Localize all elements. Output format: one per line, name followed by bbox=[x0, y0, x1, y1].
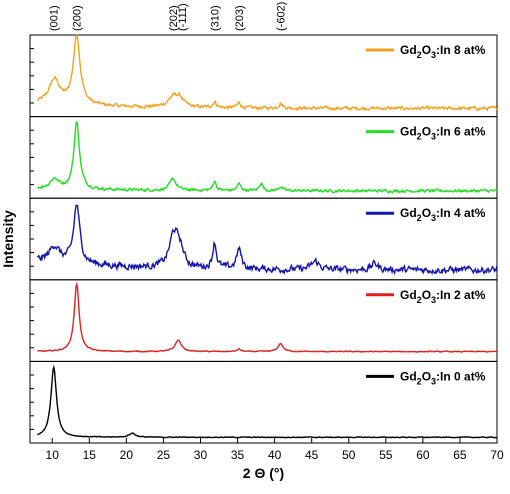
legend-entry: Gd2O3:In 2 at% bbox=[366, 288, 486, 305]
x-tick-label: 20 bbox=[120, 448, 134, 462]
series-line bbox=[37, 121, 498, 194]
x-tick-label: 45 bbox=[305, 448, 319, 462]
legend-label: Gd2O3:In 2 at% bbox=[400, 288, 486, 305]
legend-entry: Gd2O3:In 0 at% bbox=[366, 369, 486, 386]
peak-label: (203) bbox=[234, 5, 246, 31]
series-line bbox=[37, 281, 497, 353]
x-tick-label: 10 bbox=[46, 448, 60, 462]
x-tick-label: 55 bbox=[379, 448, 393, 462]
x-tick-label: 25 bbox=[157, 448, 171, 462]
series-line bbox=[36, 33, 498, 112]
peak-label: (310) bbox=[210, 5, 222, 31]
legend-label: Gd2O3:In 6 at% bbox=[400, 125, 486, 142]
panel-5: Gd2O3:In 0 at% bbox=[29, 360, 498, 444]
x-tick-label: 65 bbox=[453, 448, 467, 462]
series-line bbox=[37, 364, 498, 439]
peak-label: (-111) bbox=[177, 3, 189, 31]
x-tick-label: 50 bbox=[342, 448, 356, 462]
x-axis: 10 15 20 25 30 35 40 45 50 55 60 65 70 bbox=[46, 438, 504, 462]
panel-2: Gd2O3:In 6 at% bbox=[29, 116, 498, 199]
peak-labels: (001) (200) (202)(-111) (310) (203) (-602) bbox=[49, 2, 288, 31]
legend-entry: Gd2O3:In 6 at% bbox=[366, 125, 486, 142]
legend-label: Gd2O3:In 0 at% bbox=[400, 369, 486, 386]
x-axis-title: 2 Θ (°) bbox=[243, 465, 284, 481]
series-line bbox=[36, 204, 498, 276]
x-tick-label: 35 bbox=[231, 448, 245, 462]
panel-1: Gd2O3:In 8 at% bbox=[29, 33, 498, 118]
x-tick-label: 60 bbox=[416, 448, 430, 462]
peak-label: (202) bbox=[168, 5, 180, 31]
x-tick-label: 15 bbox=[83, 448, 97, 462]
legend-label: Gd2O3:In 4 at% bbox=[400, 206, 486, 223]
y-axis-title: Intensity bbox=[0, 210, 16, 268]
panels: Gd2O3:In 8 at% Gd2O3:In 6 at% Gd2O3:In 4 a… bbox=[29, 33, 498, 444]
peak-label: (001) bbox=[49, 5, 61, 31]
x-tick-label: 70 bbox=[490, 448, 504, 462]
peak-label: (200) bbox=[72, 5, 84, 31]
legend-label: Gd2O3:In 8 at% bbox=[400, 43, 486, 60]
panel-3: Gd2O3:In 4 at% bbox=[29, 197, 498, 281]
legend-entry: Gd2O3:In 4 at% bbox=[366, 206, 486, 223]
panel-4: Gd2O3:In 2 at% bbox=[29, 279, 498, 362]
x-tick-label: 40 bbox=[268, 448, 282, 462]
peak-label: (-602) bbox=[276, 2, 288, 31]
x-tick-label: 30 bbox=[194, 448, 208, 462]
legend-entry: Gd2O3:In 8 at% bbox=[366, 43, 486, 60]
